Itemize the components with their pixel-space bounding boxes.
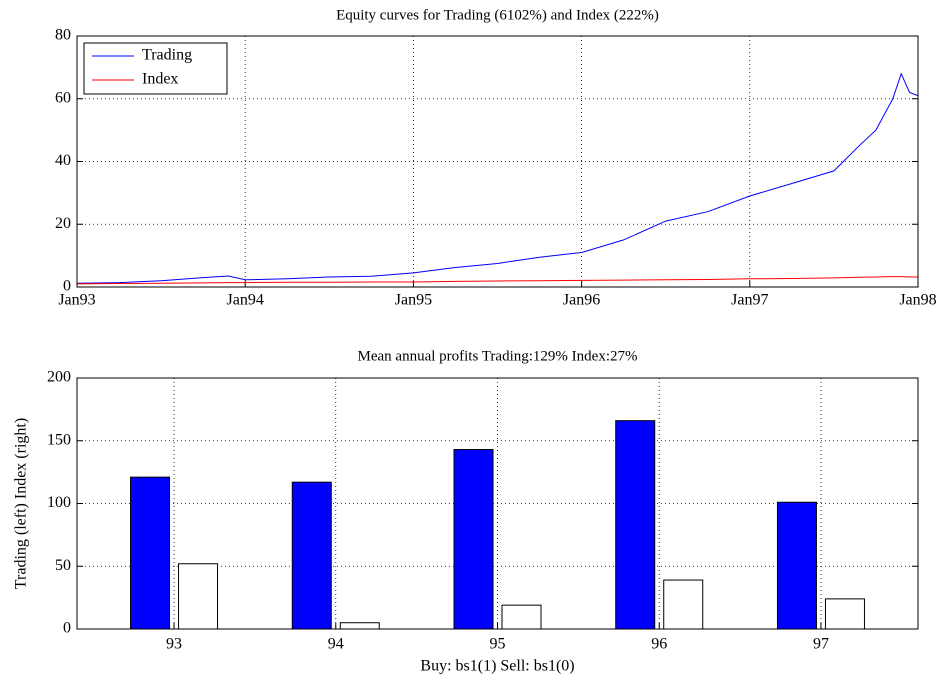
y-tick-label: 200 [47, 369, 71, 386]
x-tick-label: 93 [166, 636, 182, 653]
x-tick-label: 94 [328, 636, 344, 653]
axes-frame [76, 377, 919, 630]
line-series [76, 72, 919, 284]
legend-label: Trading [142, 47, 192, 64]
bar [291, 481, 332, 630]
bar [453, 449, 494, 630]
legend-label: Index [142, 71, 178, 88]
x-tick-label: 97 [813, 636, 829, 653]
x-tick-label: 95 [490, 636, 506, 653]
x-tick-label: Jan96 [563, 292, 600, 309]
chart-title: Mean annual profits Trading:129% Index:2… [358, 348, 638, 364]
y-axis-label: Trading (left) Index (right) [13, 418, 30, 589]
line-series [76, 276, 918, 285]
x-tick-label: Jan95 [395, 292, 432, 309]
y-tick-label: 20 [55, 215, 71, 232]
y-tick-label: 40 [55, 152, 71, 169]
y-tick-label: 150 [47, 431, 71, 448]
bar [776, 501, 817, 630]
x-tick-label: Jan97 [731, 292, 768, 309]
y-tick-label: 50 [55, 557, 71, 574]
x-tick-label: Jan94 [227, 292, 264, 309]
y-tick-label: 0 [63, 278, 71, 295]
y-tick-label: 0 [63, 620, 71, 637]
bar [663, 579, 704, 630]
bar [824, 598, 865, 630]
legend-box [83, 42, 228, 95]
axes-frame [76, 35, 919, 288]
bar [501, 604, 542, 630]
bar [178, 563, 219, 630]
x-tick-label: Jan98 [899, 292, 936, 309]
bar [130, 476, 171, 630]
y-tick-label: 80 [55, 27, 71, 44]
bar [615, 420, 656, 630]
y-tick-label: 60 [55, 89, 71, 106]
chart-title: Equity curves for Trading (6102%) and In… [336, 7, 659, 23]
x-tick-label: Jan93 [58, 292, 95, 309]
x-tick-label: 96 [651, 636, 667, 653]
x-axis-label: Buy: bs1(1) Sell: bs1(0) [420, 658, 574, 675]
y-tick-label: 100 [47, 494, 71, 511]
bar [339, 622, 380, 630]
